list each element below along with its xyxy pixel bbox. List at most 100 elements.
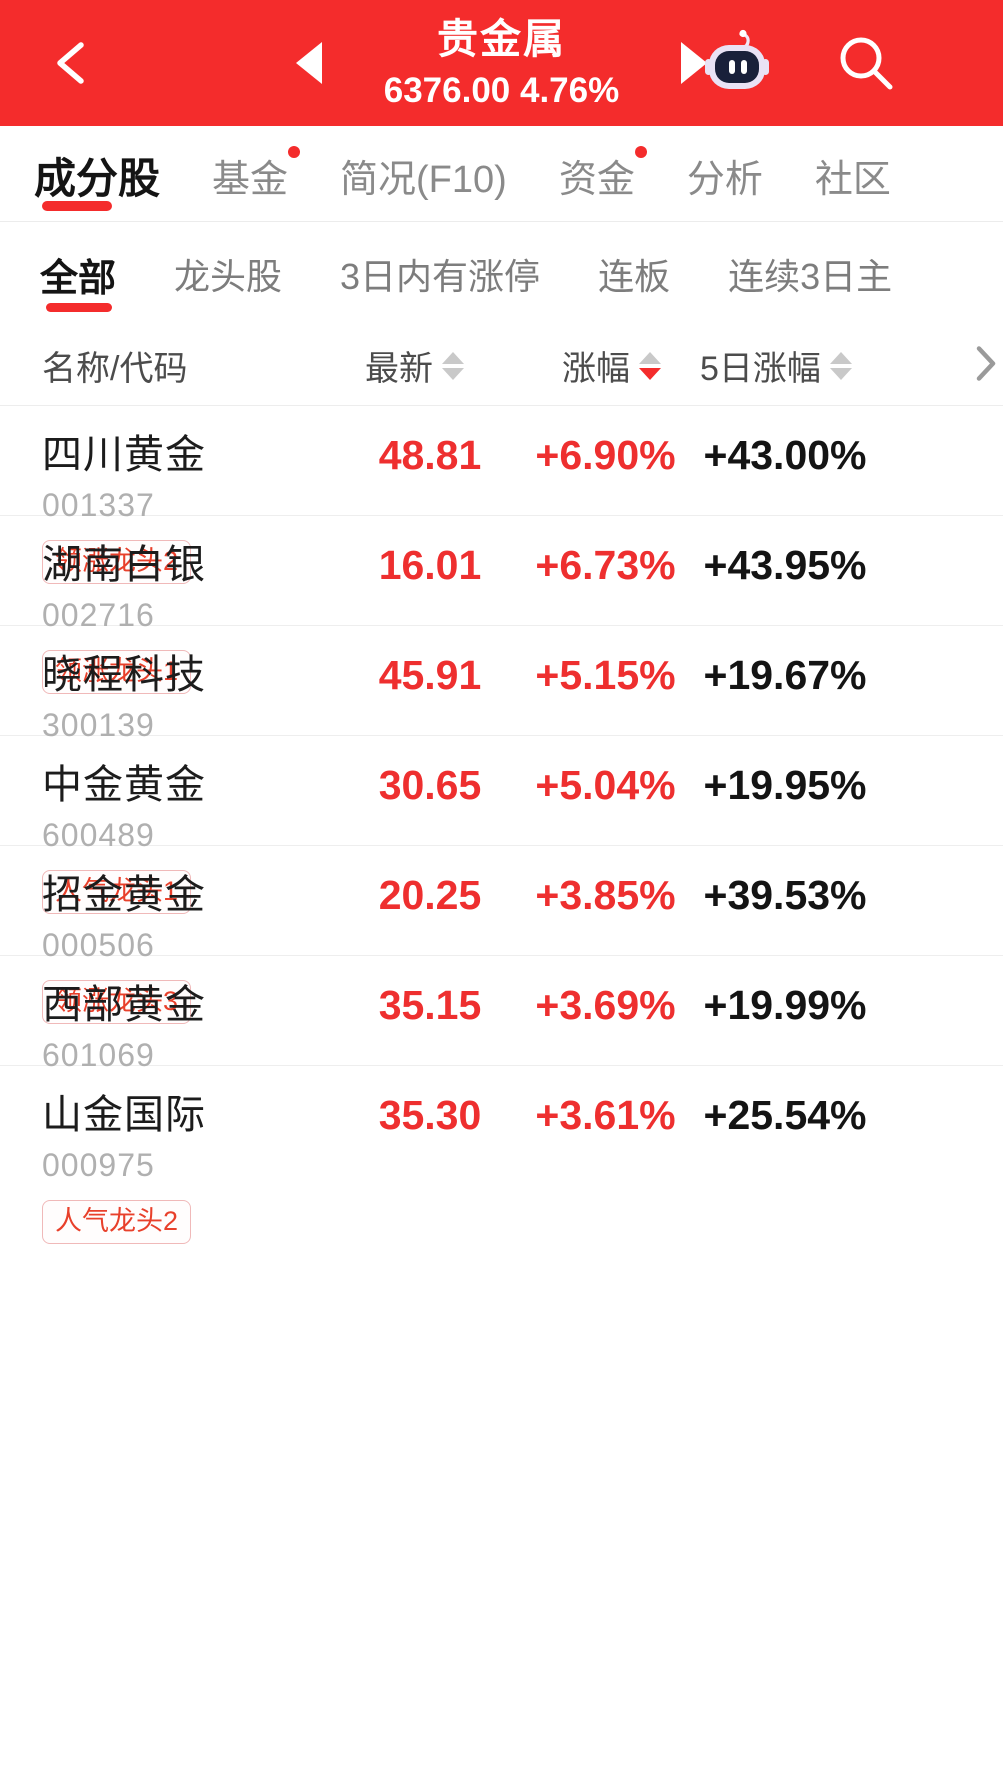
table-row[interactable]: 晓程科技 300139 45.91 +5.15% +19.67% xyxy=(0,626,1003,743)
status-badge: 人气龙头1 xyxy=(42,870,192,915)
latest-price: 16.01 xyxy=(378,542,482,588)
filter-3day-limitup[interactable]: 3日内有涨停 xyxy=(340,248,540,300)
stock-list: 四川黄金 001337 领涨龙头2 48.81 +6.90% +43.00% 湖… xyxy=(0,406,1003,1245)
stock-identity: 湖南白银 002716 领涨龙头1 xyxy=(42,542,206,695)
tab-label: 资金 xyxy=(558,159,635,201)
column-header-latest[interactable]: 最新 xyxy=(365,341,464,390)
chevron-right-icon xyxy=(976,345,996,381)
filter-label: 龙头股 xyxy=(174,256,283,297)
sort-asc-icon xyxy=(442,351,464,364)
stock-code: 002716 xyxy=(42,597,155,634)
tab-label: 简况(F10) xyxy=(340,159,507,201)
column-label: 最新 xyxy=(365,350,433,388)
header-center: 贵金属 6376.00 4.76% xyxy=(0,0,1003,126)
app-header: 贵金属 6376.00 4.76% xyxy=(0,0,1003,126)
robot-assistant-icon xyxy=(703,29,771,97)
change-percent-5d: +43.95% xyxy=(703,542,867,588)
tab-label: 社区 xyxy=(814,159,891,201)
latest-price: 20.25 xyxy=(378,872,482,918)
stock-code: 600489 xyxy=(42,817,155,854)
more-columns-button[interactable] xyxy=(973,343,999,388)
filter-lianban[interactable]: 连板 xyxy=(598,248,670,300)
filter-label: 3日内有涨停 xyxy=(340,256,541,297)
status-badge: 领涨龙头1 xyxy=(42,650,192,695)
robot-assistant-button[interactable] xyxy=(703,0,771,126)
latest-price: 30.65 xyxy=(378,762,482,808)
sort-arrows-latest[interactable] xyxy=(442,351,464,380)
filter-label: 连板 xyxy=(598,256,671,297)
tab-jiankuang-f10[interactable]: 简况(F10) xyxy=(340,144,507,203)
back-button[interactable] xyxy=(48,40,94,86)
filter-longtougu[interactable]: 龙头股 xyxy=(174,248,282,300)
change-percent: +3.69% xyxy=(535,982,676,1028)
notification-dot-icon xyxy=(288,146,301,158)
stock-code: 000506 xyxy=(42,927,155,964)
tab-shequ[interactable]: 社区 xyxy=(815,144,891,203)
sort-arrows-change[interactable] xyxy=(639,351,661,380)
latest-price: 35.30 xyxy=(378,1092,482,1138)
change-percent: +6.90% xyxy=(535,432,676,478)
status-badge: 领涨龙头2 xyxy=(42,540,192,585)
column-header-change[interactable]: 涨幅 xyxy=(562,341,661,390)
stock-code: 601069 xyxy=(42,1037,155,1074)
status-badge: 领涨龙头3 xyxy=(42,980,192,1025)
table-row[interactable]: 湖南白银 002716 领涨龙头1 16.01 +6.73% +43.95% xyxy=(0,516,1003,695)
active-filter-indicator xyxy=(46,303,112,312)
stock-code: 300139 xyxy=(42,707,155,744)
notification-dot-icon xyxy=(634,146,647,158)
filter-tab-bar: 全部 龙头股 3日内有涨停 连板 连续3日主 xyxy=(0,222,1003,326)
column-header-change-5d[interactable]: 5日涨幅 xyxy=(700,341,852,390)
index-title-block[interactable]: 贵金属 6376.00 4.76% xyxy=(383,15,620,110)
tab-zijin[interactable]: 资金 xyxy=(558,144,647,203)
search-button[interactable] xyxy=(837,34,895,92)
table-row[interactable]: 西部黄金 601069 35.15 +3.69% +19.99% xyxy=(0,956,1003,1073)
change-percent-5d: +19.67% xyxy=(703,652,867,698)
change-percent-5d: +43.00% xyxy=(703,432,867,478)
latest-price: 35.15 xyxy=(378,982,482,1028)
table-row[interactable]: 四川黄金 001337 领涨龙头2 48.81 +6.90% +43.00% xyxy=(0,406,1003,585)
filter-label: 连续3日主 xyxy=(728,256,893,297)
page-title: 贵金属 xyxy=(436,15,566,62)
sort-desc-icon xyxy=(829,367,852,380)
table-column-header: 名称/代码 最新 涨幅 5日涨幅 xyxy=(0,326,1003,406)
sort-asc-icon xyxy=(639,351,661,364)
latest-price: 45.91 xyxy=(378,652,482,698)
latest-price: 48.81 xyxy=(378,432,482,478)
change-percent-5d: +39.53% xyxy=(703,872,867,918)
table-row[interactable]: 中金黄金 600489 人气龙头1 30.65 +5.04% +19.95% xyxy=(0,736,1003,915)
status-badge: 人气龙头2 xyxy=(42,1200,192,1245)
stock-name: 湖南白银 xyxy=(42,543,206,587)
tab-jijin[interactable]: 基金 xyxy=(212,144,301,203)
search-icon xyxy=(840,37,893,90)
index-quote: 6376.00 4.76% xyxy=(383,70,620,110)
filter-all[interactable]: 全部 xyxy=(40,247,116,302)
change-percent-5d: +19.99% xyxy=(703,982,867,1028)
stock-identity: 四川黄金 001337 领涨龙头2 xyxy=(42,432,206,585)
triangle-right-icon[interactable] xyxy=(681,42,708,84)
tab-label: 分析 xyxy=(686,159,763,201)
sort-desc-icon xyxy=(442,367,464,380)
column-header-name: 名称/代码 xyxy=(42,350,188,388)
stock-identity: 山金国际 000975 人气龙头2 xyxy=(42,1092,206,1245)
stock-name: 招金黄金 xyxy=(42,873,206,917)
change-percent: +5.04% xyxy=(535,762,676,808)
triangle-left-icon[interactable] xyxy=(295,42,322,84)
stock-name: 山金国际 xyxy=(42,1093,206,1137)
chevron-left-icon xyxy=(57,42,84,84)
sort-arrows-change-5d[interactable] xyxy=(829,351,852,380)
sort-desc-icon xyxy=(639,367,661,380)
change-percent: +3.85% xyxy=(535,872,676,918)
stock-name: 晓程科技 xyxy=(42,653,206,697)
stock-identity: 西部黄金 601069 xyxy=(42,982,206,1074)
change-percent: +3.61% xyxy=(535,1092,676,1138)
filter-3day-continuous[interactable]: 连续3日主 xyxy=(728,248,892,300)
tab-chengfengu[interactable]: 成分股 xyxy=(34,141,160,206)
column-label: 5日涨幅 xyxy=(700,350,821,388)
table-row[interactable]: 招金黄金 000506 领涨龙头3 20.25 +3.85% +39.53% xyxy=(0,846,1003,1025)
active-tab-indicator xyxy=(42,201,112,211)
change-percent: +6.73% xyxy=(535,542,676,588)
tab-label: 成分股 xyxy=(34,155,161,202)
stock-name: 中金黄金 xyxy=(42,763,206,807)
table-row[interactable]: 山金国际 000975 人气龙头2 35.30 +3.61% +25.54% xyxy=(0,1066,1003,1245)
tab-fenxi[interactable]: 分析 xyxy=(687,144,763,203)
